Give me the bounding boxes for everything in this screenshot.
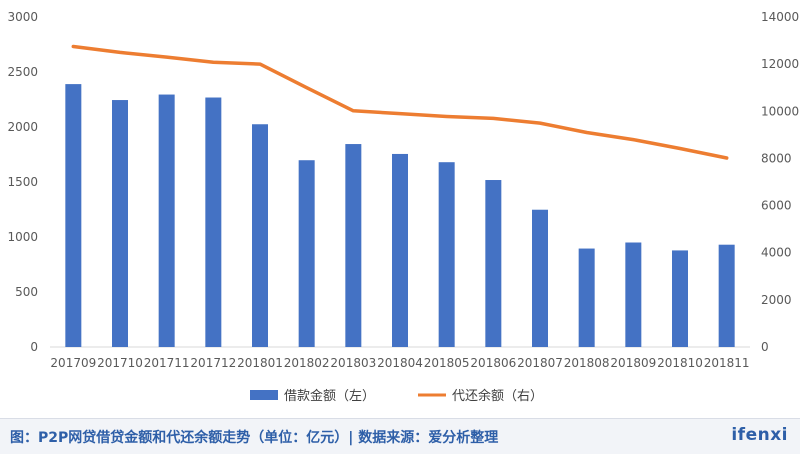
x-axis-tick-label: 201801	[237, 356, 283, 370]
bar	[158, 94, 175, 347]
x-axis-tick-label: 201804	[377, 356, 423, 370]
x-axis-tick-label: 201803	[330, 356, 376, 370]
right-axis-tick-label: 8000	[761, 151, 792, 165]
bar-series	[65, 84, 735, 348]
ifenxi-logo: ifenxi	[731, 425, 788, 445]
bar	[112, 100, 128, 347]
left-axis-tick-label: 3000	[7, 10, 38, 24]
line-series	[71, 44, 729, 160]
bar	[298, 160, 315, 347]
bar	[485, 180, 502, 347]
bar	[625, 242, 642, 347]
left-axis-tick-label: 1000	[7, 230, 38, 244]
bar	[65, 84, 82, 347]
x-axis-tick-label: 201806	[470, 356, 516, 370]
left-axis-tick-label: 0	[30, 340, 38, 354]
x-axis-tick-label: 201805	[424, 356, 470, 370]
legend: 借款金额（左） 代还余额（右）	[250, 388, 543, 404]
right-axis-tick-label: 4000	[761, 246, 792, 260]
figure-caption: 图：P2P网贷借贷金额和代还余额走势（单位：亿元）| 数据来源：爱分析整理	[10, 430, 499, 446]
right-axis-tick-label: 12000	[761, 57, 799, 71]
x-axis-tick-label: 201709	[50, 356, 96, 370]
right-axis-tick-label: 6000	[761, 199, 792, 213]
right-axis-tick-label: 0	[761, 340, 769, 354]
bar	[392, 153, 408, 347]
x-axis-tick-label: 201809	[610, 356, 656, 370]
right-axis-tick-label: 10000	[761, 104, 799, 118]
right-axis-tick-label: 14000	[761, 10, 799, 24]
bar	[718, 244, 735, 347]
x-axis-tick-label: 201710	[97, 356, 143, 370]
left-axis-tick-label: 2000	[7, 120, 38, 134]
bar	[205, 97, 222, 348]
legend-bar-swatch	[250, 390, 278, 400]
bar	[672, 250, 688, 347]
x-axis: 201709 201710 201711 201712 201801 201802 2018…	[50, 356, 749, 370]
x-axis-tick-label: 201808	[564, 356, 610, 370]
chart: 0 500 1000 1500 2000 2500 3000 0 2000 4000 6000 80…	[7, 10, 799, 404]
right-y-axis: 0 2000 4000 6000 8000 10000 12000 14000	[761, 10, 799, 354]
line-path	[71, 44, 729, 160]
right-axis-tick-label: 2000	[761, 293, 792, 307]
x-axis-tick-label: 201807	[517, 356, 563, 370]
x-axis-tick-label: 201810	[657, 356, 703, 370]
left-y-axis: 0 500 1000 1500 2000 2500 3000	[7, 10, 38, 354]
bar	[438, 162, 455, 347]
bar	[578, 248, 595, 347]
bar	[532, 209, 548, 347]
legend-bar-label: 借款金额（左）	[284, 388, 375, 404]
left-axis-tick-label: 2500	[7, 65, 38, 79]
x-axis-tick-label: 201712	[190, 356, 236, 370]
bar	[252, 124, 268, 347]
footer-bar: 图：P2P网贷借贷金额和代还余额走势（单位：亿元）| 数据来源：爱分析整理 if…	[0, 418, 800, 454]
x-axis-tick-label: 201711	[144, 356, 190, 370]
left-axis-tick-label: 500	[15, 285, 38, 299]
bar	[345, 144, 362, 347]
x-axis-tick-label: 201811	[704, 356, 750, 370]
left-axis-tick-label: 1500	[7, 175, 38, 189]
legend-line-label: 代还余额（右）	[452, 388, 543, 404]
x-axis-tick-label: 201802	[284, 356, 330, 370]
